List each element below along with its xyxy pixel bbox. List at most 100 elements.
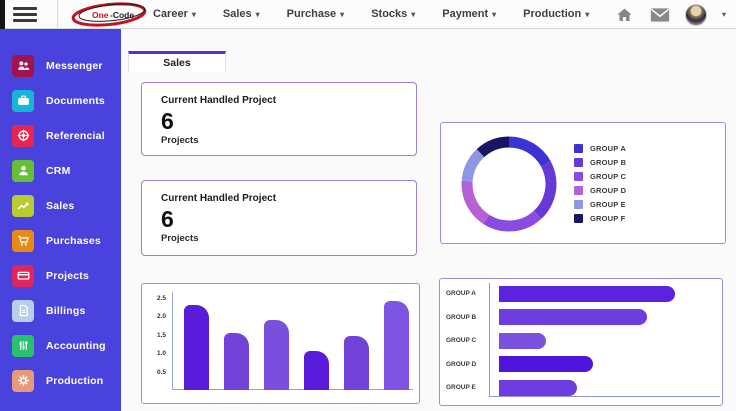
legend-label: GROUP D (590, 186, 627, 195)
category-label: GROUP D (446, 360, 477, 368)
sidebar-item-crm[interactable]: CRM (0, 153, 121, 188)
sliders-icon (12, 334, 34, 357)
nav-item-payment[interactable]: Payment ▾ (442, 8, 497, 20)
nav-item-production[interactable]: Production ▾ (523, 8, 590, 20)
nav-item-stocks[interactable]: Stocks ▾ (371, 8, 416, 20)
category-label: GROUP E (446, 384, 476, 391)
stat-card-value: 6 (161, 108, 174, 134)
user-avatar[interactable] (684, 3, 707, 26)
legend-item: GROUP A (574, 144, 626, 153)
legend-swatch (574, 186, 583, 195)
window-edge-strip (0, 0, 5, 29)
legend-label: GROUP B (590, 158, 627, 167)
sidebar-item-billings[interactable]: Billings (0, 293, 121, 328)
briefcase-icon (12, 89, 34, 112)
y-axis-ticks: 0.5 1.0 1.5 2.0 2.5 (148, 292, 170, 390)
legend-item: GROUP B (574, 158, 626, 167)
hbar-plot-area: GROUP A GROUP B GROUP C GROUP D GROUP E (446, 285, 716, 396)
sidebar-item-label: Billings (46, 304, 86, 317)
bar (224, 332, 249, 390)
stat-card-2: Current Handled Project 6 Projects (141, 180, 417, 256)
nav-item-sales[interactable]: Sales ▾ (222, 8, 260, 20)
app-logo[interactable]: One -Code (68, 1, 150, 28)
sidebar-item-documents[interactable]: Documents (0, 83, 121, 118)
file-icon (12, 299, 34, 322)
nav-item-purchase[interactable]: Purchase ▾ (286, 8, 345, 20)
x-axis-line (489, 396, 720, 397)
sidebar-item-sales[interactable]: Sales (0, 188, 121, 223)
sidebar-item-label: Sales (46, 199, 75, 212)
y-tick-label: 0.5 (156, 368, 166, 376)
stat-card-title: Current Handled Project (161, 95, 277, 106)
sidebar-item-label: Documents (46, 94, 105, 107)
logo-text-secondary: -Code (110, 10, 134, 20)
home-icon[interactable] (615, 5, 635, 25)
stat-card-value: 6 (161, 206, 174, 232)
hamburger-menu-button[interactable] (13, 7, 39, 22)
chevron-down-icon: ▾ (340, 9, 345, 19)
sidebar-item-accounting[interactable]: Accounting (0, 328, 121, 363)
hbar-row: GROUP C (446, 332, 716, 349)
y-tick-label: 2.0 (156, 313, 166, 321)
vertical-bar-chart-panel: 0.5 1.0 1.5 2.0 2.5 (141, 283, 420, 404)
legend-item: GROUP D (574, 186, 626, 195)
chevron-down-icon: ▾ (191, 9, 196, 19)
y-axis-line (172, 292, 173, 390)
y-tick-label: 1.5 (156, 331, 166, 339)
sidebar-item-messenger[interactable]: Messenger (0, 48, 121, 83)
sidebar-item-referencial[interactable]: Referencial (0, 118, 121, 153)
mail-icon[interactable] (650, 5, 670, 25)
donut-chart (461, 136, 557, 232)
nav-item-career[interactable]: Career ▾ (153, 8, 196, 20)
tab-sales[interactable]: Sales (128, 51, 226, 72)
main-menu: Career ▾ Sales ▾ Purchase ▾ Stocks ▾ Payment ▾ Pro… (153, 0, 589, 28)
donut-segment-group-d (461, 136, 557, 232)
stat-card-subtitle: Projects (161, 233, 199, 244)
trend-up-icon (12, 194, 34, 217)
bar (184, 305, 209, 390)
person-icon (12, 159, 34, 182)
donut-legend: GROUP A GROUP B GROUP C GROUP D GROUP E GROUP… (574, 144, 626, 228)
bar (499, 379, 577, 396)
sidebar-item-projects[interactable]: Projects (0, 258, 121, 293)
credit-card-icon (12, 264, 34, 287)
legend-label: GROUP A (590, 144, 626, 153)
y-tick-label: 2.5 (156, 294, 166, 302)
legend-label: GROUP F (590, 214, 626, 223)
bar (499, 285, 676, 302)
x-axis-line (172, 389, 413, 390)
stat-card-1: Current Handled Project 6 Projects (141, 82, 417, 156)
sidebar-item-label: Production (46, 374, 104, 387)
cart-icon (12, 229, 34, 252)
tab-sales-label: Sales (163, 57, 191, 69)
sidebar-item-label: CRM (46, 164, 71, 177)
bar (499, 356, 594, 372)
sidebar-item-label: Purchases (46, 234, 101, 247)
legend-swatch (574, 144, 583, 153)
bar (384, 301, 409, 390)
hbar-row: GROUP B (446, 309, 716, 326)
stat-card-subtitle: Projects (161, 135, 199, 146)
top-navbar: One -Code Career ▾ Sales ▾ Purchase ▾ Stocks ▾ P… (0, 0, 736, 29)
users-icon (12, 54, 34, 77)
horizontal-bar-chart-panel: GROUP A GROUP B GROUP C GROUP D GROUP E (439, 278, 723, 406)
bar (264, 319, 289, 390)
user-menu-caret[interactable]: ▾ (721, 10, 726, 19)
legend-swatch (574, 172, 583, 181)
sidebar-item-label: Accounting (46, 339, 106, 352)
bar (499, 309, 647, 325)
stat-card-title: Current Handled Project (161, 193, 277, 204)
category-label: GROUP A (446, 290, 476, 297)
sidebar-item-purchases[interactable]: Purchases (0, 223, 121, 258)
category-label: GROUP B (446, 313, 477, 321)
legend-swatch (574, 158, 583, 167)
gear-icon (12, 369, 34, 392)
legend-item: GROUP E (574, 200, 626, 209)
bar (304, 351, 329, 390)
chevron-down-icon: ▾ (585, 9, 590, 19)
sidebar-item-production[interactable]: Production (0, 363, 121, 398)
sidebar-item-label: Projects (46, 269, 90, 282)
category-label: GROUP C (446, 337, 477, 344)
sidebar-item-label: Messenger (46, 59, 103, 72)
